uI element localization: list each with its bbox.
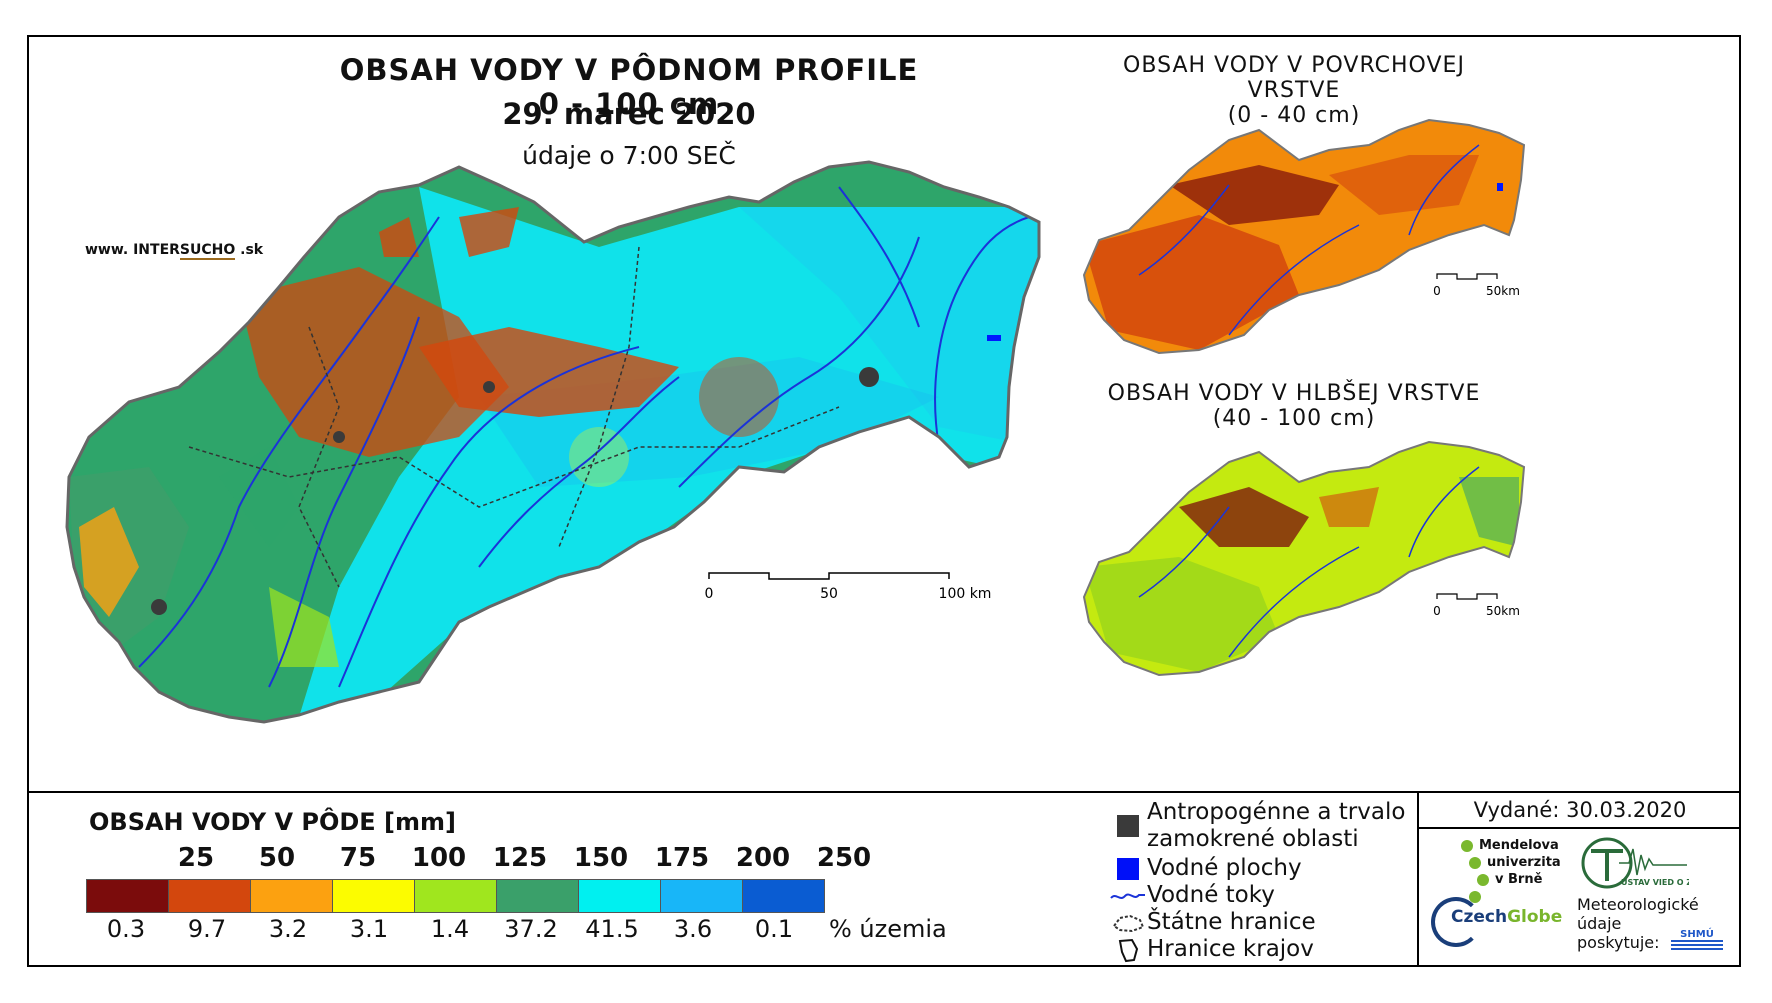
issued-date: Vydané: 30.03.2020	[1419, 793, 1741, 829]
bottom-map-title-line2: (40 - 100 cm)	[1212, 406, 1376, 431]
river-line-icon	[1109, 882, 1147, 909]
shmu-logo: SHMÚ	[1669, 927, 1725, 953]
key-water-bodies: Vodné plochy	[1109, 855, 1302, 882]
map-key: Antropogénne a trvalo zamokrené oblasti V…	[1109, 793, 1449, 963]
legend-swatch	[415, 880, 497, 912]
surface-layer-map	[1082, 118, 1526, 355]
legend-swatch	[661, 880, 743, 912]
dark-square-icon	[1109, 799, 1147, 853]
mendel-line1: Mendelova	[1479, 838, 1559, 853]
top-scale-label-50: 50km	[1486, 284, 1520, 298]
issued-panel: Vydané: 30.03.2020 Mendelova univerzita …	[1417, 793, 1741, 965]
legend-threshold-125: 125	[492, 843, 548, 873]
bottom-scale-bar: 0 50km	[1433, 593, 1520, 618]
legend-threshold-100: 100	[411, 843, 467, 873]
legend-swatch	[333, 880, 415, 912]
legend-threshold-25: 25	[177, 843, 215, 873]
legend-color-bar	[86, 879, 825, 913]
legend-swatch	[251, 880, 333, 912]
legend-percent: 41.5	[585, 915, 639, 943]
bottom-scale-label-0: 0	[1433, 604, 1441, 618]
ustav-vied-o-zemi-logo: ÚSTAV VIED O ZEMI	[1581, 837, 1689, 889]
web-mid: SUCHO	[179, 242, 236, 260]
legend-percent: 1.4	[430, 915, 470, 943]
main-date: 29. marec 2020	[502, 97, 756, 131]
legend-unit: % územia	[829, 915, 947, 943]
key-water-bodies-label: Vodné plochy	[1147, 855, 1302, 881]
mendel-line2: univerzita	[1487, 855, 1561, 870]
key-anthropogenic-line1: Antropogénne a trvalo	[1147, 799, 1406, 825]
key-rivers: Vodné toky	[1109, 882, 1275, 909]
web-prefix: www. INTER	[85, 242, 180, 258]
top-map-title-line2: (0 - 40 cm)	[1227, 103, 1361, 128]
web-suffix: .sk	[235, 242, 264, 258]
legend-threshold-75: 75	[339, 843, 377, 873]
mendel-university-logo: Mendelova univerzita v Brně	[1461, 837, 1561, 905]
legend-title: OBSAH VODY V PÔDE [mm]	[89, 808, 457, 836]
top-map-title: OBSAH VODY V POVRCHOVEJ VRSTVE (0 - 40 c…	[1084, 53, 1504, 128]
legend-threshold-150: 150	[573, 843, 629, 873]
legend-swatch	[579, 880, 661, 912]
map-frame: OBSAH VODY V PÔDNOM PROFILE 0 - 100 cm 2…	[27, 35, 1741, 967]
legend-thresholds: 25 50 75 100 125 150 175 200 250	[81, 843, 881, 877]
main-scale-label-50: 50	[820, 586, 838, 602]
czechglobe-a: Czech	[1451, 907, 1508, 927]
key-anthropogenic: Antropogénne a trvalo zamokrené oblasti	[1109, 799, 1405, 853]
legend-threshold-175: 175	[654, 843, 710, 873]
czechglobe-logo: CzechGlobe	[1431, 897, 1563, 947]
state-border-icon	[1109, 909, 1147, 936]
key-rivers-label: Vodné toky	[1147, 882, 1275, 908]
top-map-title-line1: OBSAH VODY V POVRCHOVEJ VRSTVE	[1123, 53, 1465, 103]
key-anthropogenic-line2: zamokrené oblasti	[1147, 826, 1359, 852]
bottom-map-title-line1: OBSAH VODY V HLBŠEJ VRSTVE	[1107, 381, 1481, 406]
legend-threshold-50: 50	[258, 843, 296, 873]
maps-area: OBSAH VODY V PÔDNOM PROFILE 0 - 100 cm 2…	[29, 37, 1739, 791]
key-region-border-label: Hranice krajov	[1147, 936, 1314, 962]
deep-layer-map	[1082, 440, 1526, 677]
website-label: www. INTERSUCHO .sk	[85, 242, 264, 260]
meteo-line1: Meteorologické	[1577, 895, 1699, 914]
legend-percent: 3.6	[673, 915, 713, 943]
meteo-line2: údaje	[1577, 914, 1622, 933]
legend-percent: 37.2	[504, 915, 558, 943]
main-scale-bar: 0 50 100 km	[705, 572, 992, 602]
legend-percent: 3.1	[349, 915, 389, 943]
legend-threshold-200: 200	[735, 843, 791, 873]
legend-percent: 9.7	[187, 915, 227, 943]
main-scale-label-0: 0	[705, 586, 714, 602]
key-region-border: Hranice krajov	[1109, 936, 1314, 963]
meteo-line3: poskytuje:	[1577, 933, 1660, 952]
main-scale-label-100: 100 km	[939, 586, 992, 602]
ustav-label: ÚSTAV VIED O ZEMI	[1621, 876, 1689, 887]
main-title: OBSAH VODY V PÔDNOM PROFILE 0 - 100 cm	[339, 53, 919, 121]
region-border-icon	[1109, 936, 1147, 963]
bottom-map-title: OBSAH VODY V HLBŠEJ VRSTVE (40 - 100 cm)	[1084, 381, 1504, 431]
main-map	[65, 160, 1041, 724]
key-state-border: Štátne hranice	[1109, 909, 1316, 936]
mendel-line3: v Brně	[1495, 872, 1543, 887]
legend-threshold-250: 250	[816, 843, 872, 873]
main-time: údaje o 7:00 SEČ	[522, 141, 736, 170]
meteo-provider-label: Meteorologické údaje poskytuje:	[1577, 895, 1699, 952]
legend-area: OBSAH VODY V PÔDE [mm] 25 50 75 100 125 …	[29, 791, 1741, 967]
shmu-label: SHMÚ	[1680, 927, 1714, 940]
legend-swatch	[169, 880, 251, 912]
legend-percent: 0.1	[754, 915, 794, 943]
legend-percent: 3.2	[268, 915, 308, 943]
legend-percent: 0.3	[106, 915, 146, 943]
legend-swatch	[87, 880, 169, 912]
czechglobe-b: Globe	[1507, 907, 1563, 927]
blue-square-icon	[1109, 855, 1147, 882]
top-scale-bar: 0 50km	[1433, 273, 1520, 298]
legend-swatch	[743, 880, 824, 912]
top-scale-label-0: 0	[1433, 284, 1441, 298]
legend-swatch	[497, 880, 579, 912]
bottom-scale-label-50: 50km	[1486, 604, 1520, 618]
key-state-border-label: Štátne hranice	[1147, 909, 1316, 935]
